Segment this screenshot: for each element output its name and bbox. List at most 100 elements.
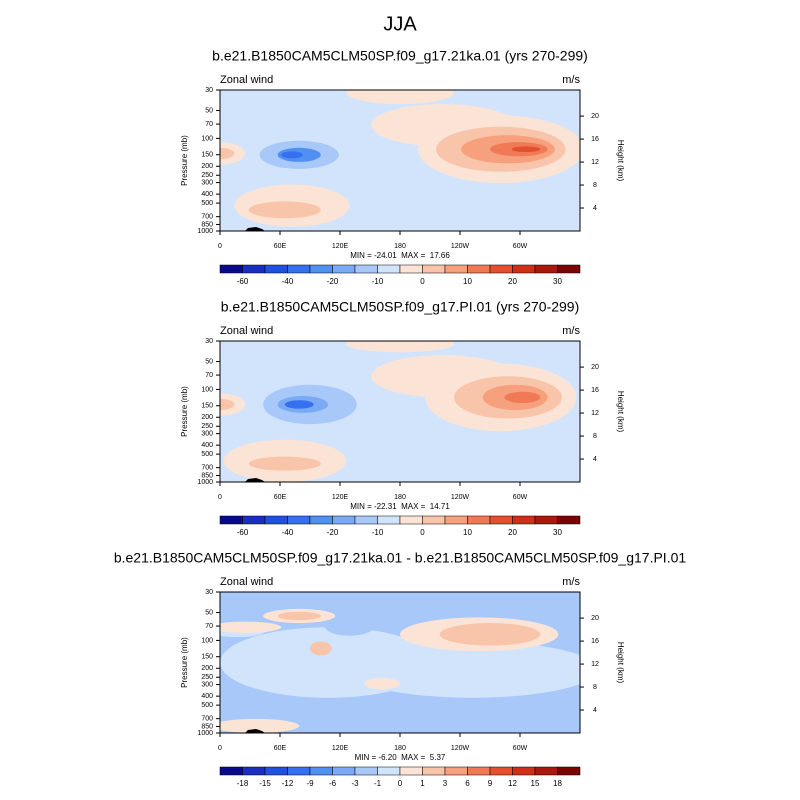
y-tick-label: 30	[205, 87, 213, 94]
y2-tick-label: 4	[593, 707, 597, 714]
colorbar-label: 18	[553, 779, 562, 788]
y2-tick-label: 12	[591, 410, 599, 417]
y-tick-label: 850	[201, 723, 213, 730]
colorbar-box	[287, 515, 311, 525]
topography	[245, 729, 265, 733]
colorbar-box	[422, 264, 446, 274]
field-contour	[364, 678, 400, 690]
x-tick-label: 60E	[274, 243, 287, 250]
variable-label: Zonal wind	[220, 74, 273, 86]
colorbar-box	[309, 766, 333, 776]
colorbar-box	[467, 264, 491, 274]
y-tick-label: 200	[201, 163, 213, 170]
stats-label: MIN = -22.31 MAX = 14.71	[350, 502, 450, 511]
x-tick-label: 120E	[332, 243, 349, 250]
x-tick-label: 120W	[451, 494, 470, 501]
field-contour	[248, 456, 321, 471]
x-tick-label: 180	[394, 745, 406, 752]
y-tick-label: 100	[201, 386, 213, 393]
y-tick-label: 850	[201, 472, 213, 479]
field-contour	[439, 623, 541, 646]
x-tick-label: 0	[218, 745, 222, 752]
x-tick-label: 180	[394, 494, 406, 501]
colorbar-box	[444, 515, 468, 525]
y-tick-label: 250	[201, 423, 213, 430]
y-tick-label: 250	[201, 674, 213, 681]
colorbar-box	[557, 264, 581, 274]
y-tick-label: 30	[205, 338, 213, 345]
colorbar-box	[557, 766, 581, 776]
colorbar-box	[242, 515, 266, 525]
colorbar-label: -3	[351, 779, 359, 788]
y2-tick-label: 16	[591, 136, 599, 143]
colorbar-box	[219, 264, 243, 274]
x-tick-label: 120W	[451, 745, 470, 752]
colorbar-label: -40	[282, 528, 294, 537]
field-contour	[220, 621, 282, 633]
colorbar-label: 15	[531, 779, 540, 788]
colorbar-box	[444, 264, 468, 274]
colorbar-label: -15	[259, 779, 271, 788]
colorbar-box	[467, 766, 491, 776]
field-contour	[281, 151, 303, 159]
y-tick-label: 200	[201, 414, 213, 421]
y-tick-label: 500	[201, 200, 213, 207]
y-tick-label: 400	[201, 693, 213, 700]
colorbar-label: 6	[465, 779, 470, 788]
colorbar-box	[287, 264, 311, 274]
y-tick-label: 400	[201, 191, 213, 198]
colorbar-label: 1	[420, 779, 425, 788]
colorbar-label: -1	[374, 779, 382, 788]
field	[220, 90, 580, 231]
colorbar-box	[399, 766, 423, 776]
x-tick-label: 120E	[332, 745, 349, 752]
y2-axis-label: Height (km)	[616, 642, 625, 684]
x-tick-label: 0	[218, 494, 222, 501]
colorbar-box	[354, 515, 378, 525]
x-tick-label: 60W	[513, 243, 528, 250]
colorbar-label: 0	[420, 528, 425, 537]
colorbar-label: 0	[398, 779, 403, 788]
colorbar-box	[309, 515, 333, 525]
y2-tick-label: 8	[593, 684, 597, 691]
x-tick-label: 60E	[274, 494, 287, 501]
figure-title: JJA	[383, 13, 417, 35]
y-tick-label: 50	[205, 358, 213, 365]
field-contour	[511, 146, 541, 153]
y-tick-label: 500	[201, 451, 213, 458]
y2-tick-label: 20	[591, 113, 599, 120]
stats-label: MIN = -6.20 MAX = 5.37	[355, 753, 446, 762]
y2-tick-label: 8	[593, 182, 597, 189]
field-contour	[284, 400, 314, 409]
x-tick-label: 60W	[513, 494, 528, 501]
y-tick-label: 100	[201, 637, 213, 644]
colorbar-box	[264, 264, 288, 274]
x-tick-label: 120W	[451, 243, 470, 250]
x-tick-label: 180	[394, 243, 406, 250]
colorbar-box	[467, 515, 491, 525]
y-tick-label: 700	[201, 716, 213, 723]
colorbar-label: 10	[463, 277, 472, 286]
variable-label: Zonal wind	[220, 576, 273, 588]
panel-subtitle: b.e21.B1850CAM5CLM50SP.f09_g17.PI.01 (yr…	[221, 299, 580, 315]
field-contour	[504, 391, 541, 404]
y-tick-label: 300	[201, 179, 213, 186]
y-tick-label: 300	[201, 681, 213, 688]
y-tick-label: 700	[201, 214, 213, 221]
topography	[245, 478, 265, 482]
y2-axis-label: Height (km)	[616, 391, 625, 433]
y-tick-label: 500	[201, 702, 213, 709]
colorbar-label: 12	[508, 779, 517, 788]
colorbar-label: -20	[327, 528, 339, 537]
colorbar-label: -12	[282, 779, 294, 788]
field-contour	[346, 641, 580, 698]
variable-label: Zonal wind	[220, 325, 273, 337]
colorbar-label: -10	[372, 528, 384, 537]
y2-tick-label: 16	[591, 387, 599, 394]
colorbar-box	[287, 766, 311, 776]
x-tick-label: 60W	[513, 745, 528, 752]
units-label: m/s	[562, 325, 580, 337]
topography	[245, 227, 265, 231]
field-contour	[346, 341, 454, 353]
field-contour	[220, 147, 235, 160]
